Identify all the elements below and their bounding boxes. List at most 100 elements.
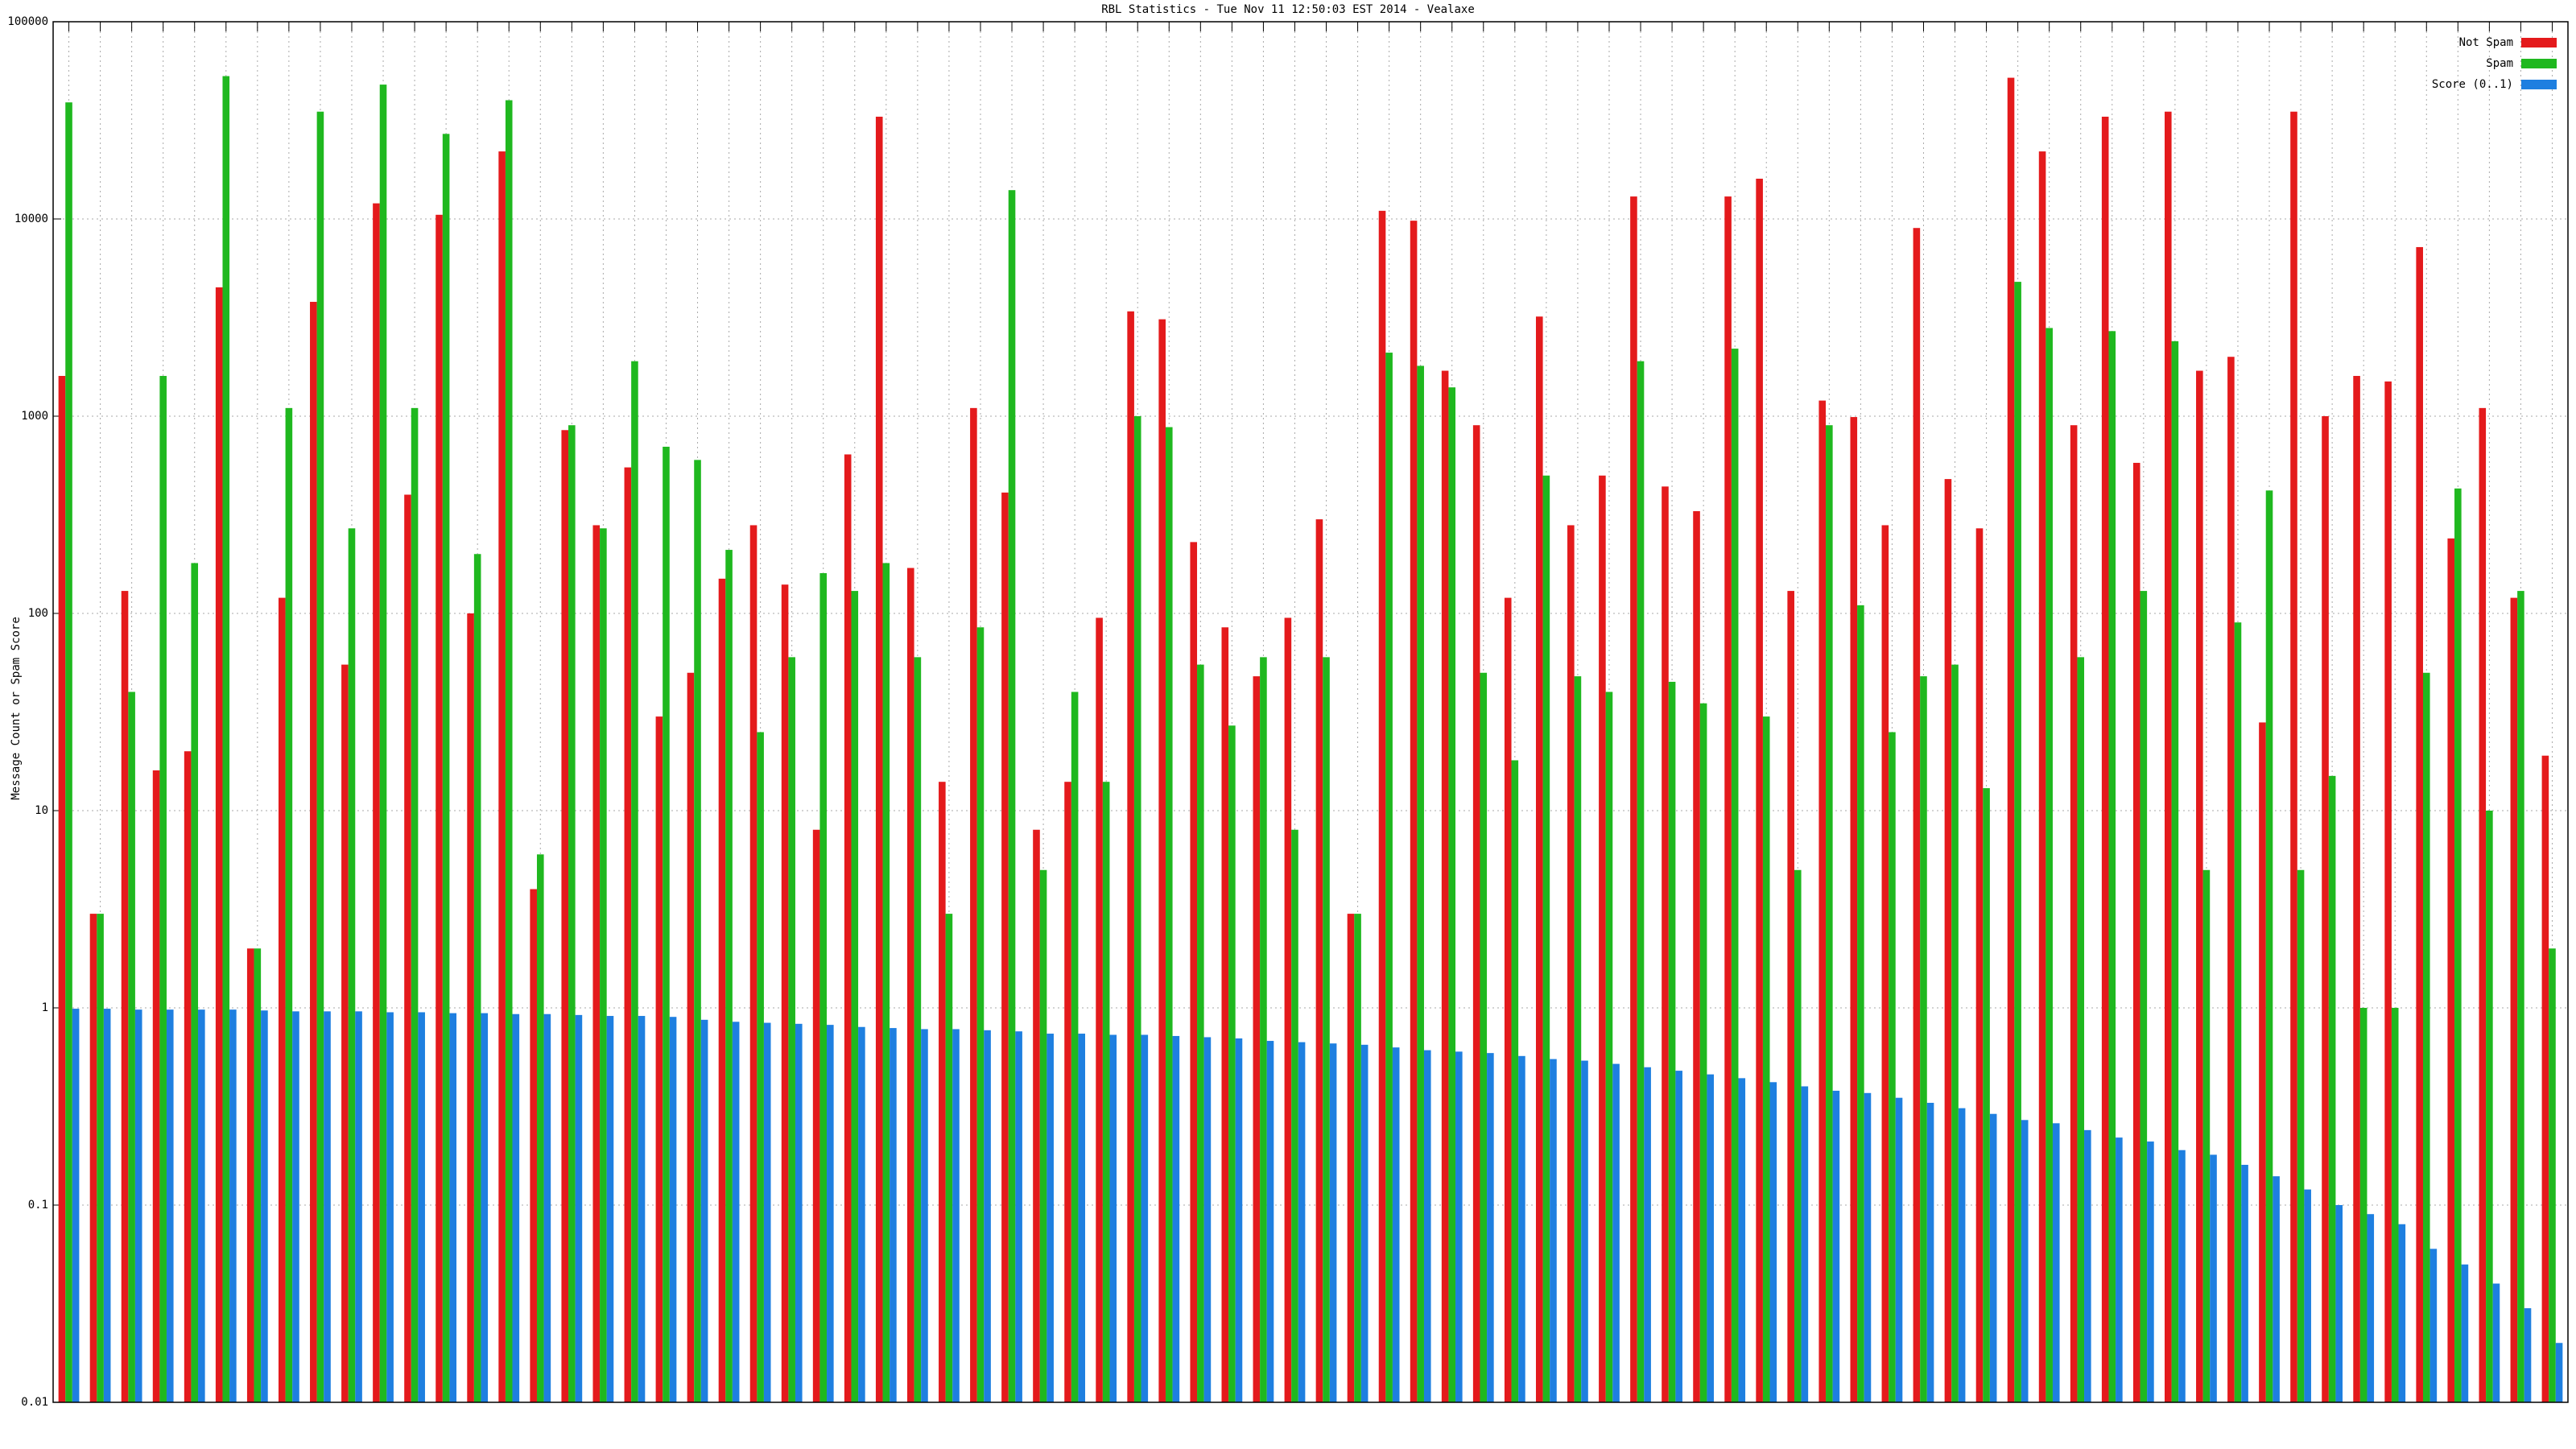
bar <box>1769 1082 1777 1402</box>
bar <box>2353 375 2360 1402</box>
bar <box>1724 196 1732 1403</box>
bar <box>2447 538 2455 1402</box>
bar <box>373 203 380 1403</box>
bar <box>285 407 293 1403</box>
bar <box>561 430 569 1402</box>
bar <box>1315 519 1323 1403</box>
bar <box>2454 488 2462 1402</box>
bar <box>2007 77 2015 1402</box>
legend-swatch <box>2521 38 2557 47</box>
bar <box>1033 829 1040 1402</box>
bar <box>473 554 481 1402</box>
bar <box>1228 725 1236 1402</box>
bar <box>103 1009 111 1402</box>
bar <box>2108 331 2116 1402</box>
bar <box>1518 1055 1525 1402</box>
bar <box>411 407 419 1403</box>
bar <box>1574 676 1582 1402</box>
bar <box>1064 782 1071 1402</box>
bar <box>1826 425 1833 1402</box>
bar <box>1675 1071 1682 1402</box>
bar <box>222 76 230 1403</box>
bar <box>2541 755 2549 1402</box>
bar <box>152 770 160 1402</box>
bar <box>2101 116 2109 1402</box>
bar <box>1756 178 1763 1402</box>
bar <box>663 446 670 1403</box>
bar <box>2422 672 2430 1402</box>
bar <box>2486 811 2493 1402</box>
bar <box>159 375 167 1402</box>
bar <box>844 454 852 1403</box>
bar <box>2335 1205 2343 1402</box>
bar <box>1078 1034 1086 1402</box>
bar <box>2132 462 2140 1402</box>
bar <box>875 116 883 1402</box>
bar <box>2328 775 2336 1402</box>
bar <box>1850 417 1858 1403</box>
bar <box>939 782 946 1402</box>
bar <box>1039 869 1047 1402</box>
bar <box>2140 591 2148 1402</box>
bar <box>1329 1043 1337 1402</box>
bar <box>2178 1150 2186 1402</box>
bar <box>2367 1214 2375 1402</box>
bar <box>687 672 695 1402</box>
bar <box>72 1009 80 1402</box>
bar <box>2210 1154 2217 1402</box>
bar <box>781 584 789 1402</box>
bar <box>1511 760 1519 1402</box>
bar <box>246 948 254 1402</box>
bar <box>2398 1224 2406 1402</box>
y-tick-label: 1000 <box>21 410 48 423</box>
bar <box>229 1009 237 1402</box>
bar <box>2492 1283 2500 1402</box>
bar <box>1487 1053 1494 1402</box>
bar <box>655 716 663 1402</box>
bar <box>2429 1249 2438 1402</box>
bar <box>2265 490 2273 1402</box>
bar <box>2322 416 2329 1402</box>
bar <box>812 829 820 1402</box>
bar <box>1096 617 1103 1402</box>
bar <box>819 572 828 1402</box>
bar <box>718 578 726 1402</box>
bar <box>1253 676 1261 1402</box>
bar <box>1630 196 1637 1403</box>
bar <box>2052 1123 2060 1402</box>
bar <box>2014 282 2021 1402</box>
bar <box>1567 525 1575 1402</box>
bar <box>543 1013 551 1402</box>
bar <box>1581 1060 1588 1402</box>
y-tick-label: 10000 <box>14 213 48 225</box>
bar <box>1392 1047 1400 1402</box>
bar <box>134 1009 142 1402</box>
bar <box>2227 357 2235 1402</box>
plot-frame <box>52 21 2569 1403</box>
bar <box>2077 657 2085 1402</box>
bar <box>1895 1097 1903 1402</box>
bar <box>757 732 764 1402</box>
bar <box>128 691 135 1402</box>
bar <box>2241 1164 2248 1402</box>
bar <box>2524 1308 2532 1402</box>
bar <box>1378 210 1386 1403</box>
bar <box>467 613 474 1402</box>
bar <box>2046 328 2053 1402</box>
bar <box>1644 1067 1651 1402</box>
bar <box>1323 657 1330 1402</box>
bar <box>669 1017 677 1402</box>
bar <box>1668 681 1676 1402</box>
bar <box>512 1013 520 1402</box>
y-tick-label: 100 <box>28 607 48 620</box>
bar <box>1298 1042 1306 1402</box>
bar <box>827 1025 834 1402</box>
bar <box>498 151 506 1402</box>
y-tick-label: 0.01 <box>21 1396 48 1409</box>
bar <box>945 914 953 1402</box>
bar <box>1235 1038 1243 1402</box>
bar <box>1975 528 1984 1402</box>
bar <box>166 1009 174 1402</box>
